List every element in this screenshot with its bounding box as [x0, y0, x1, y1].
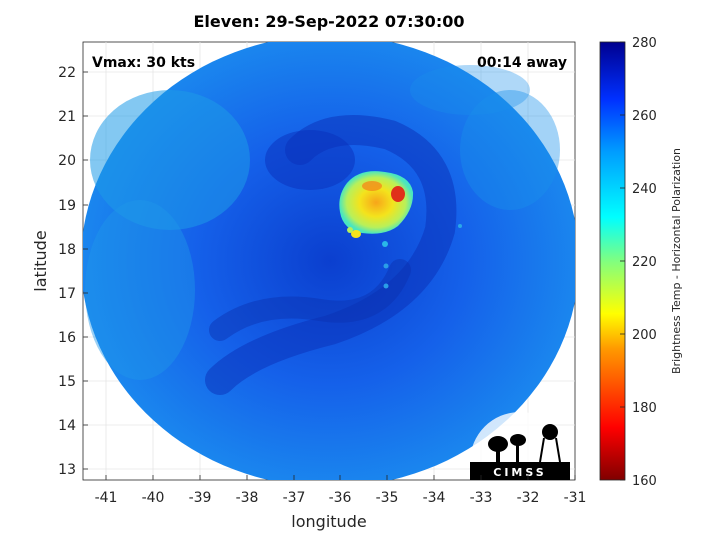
x-tick-label: -40: [142, 490, 165, 506]
colorbar-tick-label: 220: [632, 255, 657, 270]
cold-core: [339, 171, 414, 234]
y-tick-label: 13: [58, 462, 76, 478]
y-tick-label: 19: [58, 198, 76, 214]
y-tick-label: 21: [58, 109, 76, 125]
colorbar-tick-label: 260: [632, 109, 657, 124]
y-tick-label: 17: [58, 286, 76, 302]
y-tick-label: 14: [58, 418, 76, 434]
x-tick-label: -39: [189, 490, 212, 506]
y-axis: 22 21 20 19 18 17 16 15 14 13 latitude: [31, 65, 88, 478]
colorbar: 280 260 240 220 200 180 160 Brightness T…: [599, 36, 683, 489]
colorbar-tick-label: 160: [632, 474, 657, 489]
x-axis: -41 -40 -39 -38 -37 -36 -35 -34 -33 -32 …: [95, 475, 587, 531]
plot-area: Vmax: 30 kts 00:14 away CIMSS: [82, 41, 576, 481]
colorbar-tick-label: 180: [632, 401, 657, 416]
x-tick-label: -41: [95, 490, 118, 506]
y-axis-label: latitude: [31, 230, 50, 291]
colorbar-label: Brightness Temp - Horizontal Polarizatio…: [670, 148, 683, 374]
x-tick-label: -31: [564, 490, 587, 506]
x-tick-label: -33: [470, 490, 493, 506]
colorbar-tick-label: 200: [632, 328, 657, 343]
colorbar-tick-label: 280: [632, 36, 657, 51]
x-axis-label: longitude: [291, 512, 366, 531]
x-tick-label: -38: [236, 490, 259, 506]
vmax-label: Vmax: 30 kts: [92, 55, 195, 71]
time-away-label: 00:14 away: [477, 55, 567, 71]
cimss-logo-text: CIMSS: [493, 466, 546, 479]
brightness-temp-swath: [83, 42, 575, 480]
colorbar-tick-label: 240: [632, 182, 657, 197]
y-tick-label: 22: [58, 65, 76, 81]
cimss-logo: CIMSS: [470, 412, 570, 480]
y-tick-label: 18: [58, 242, 76, 258]
x-tick-label: -32: [517, 490, 540, 506]
x-tick-label: -36: [329, 490, 352, 506]
y-tick-label: 16: [58, 330, 76, 346]
x-tick-label: -35: [376, 490, 399, 506]
y-tick-label: 15: [58, 374, 76, 390]
y-tick-label: 20: [58, 153, 76, 169]
x-tick-label: -34: [423, 490, 446, 506]
map-title: Eleven: 29-Sep-2022 07:30:00: [193, 12, 465, 31]
x-tick-label: -37: [283, 490, 306, 506]
